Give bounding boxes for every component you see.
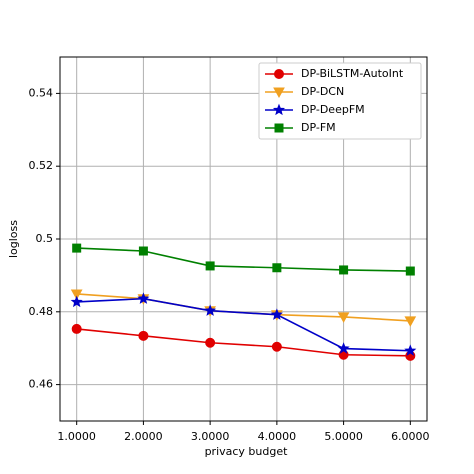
- marker: [138, 246, 148, 256]
- marker: [405, 266, 415, 276]
- series-line: [76, 328, 411, 357]
- y-tick-label: 0.48: [29, 305, 54, 318]
- marker: [205, 337, 216, 348]
- marker: [205, 261, 215, 271]
- legend-label: DP-BiLSTM-AutoInt: [301, 67, 404, 80]
- legend-marker: [274, 69, 284, 79]
- x-tick-label: 4.0000: [258, 430, 297, 443]
- y-tick-label: 0.52: [29, 159, 54, 172]
- y-axis-label: logloss: [7, 220, 20, 258]
- marker: [70, 295, 83, 308]
- y-tick-label: 0.46: [29, 378, 54, 391]
- x-tick-label: 6.0000: [391, 430, 430, 443]
- x-tick-label: 2.0000: [124, 430, 163, 443]
- marker: [272, 263, 282, 273]
- legend-label: DP-FM: [301, 121, 336, 134]
- marker: [404, 344, 417, 356]
- marker: [138, 330, 149, 341]
- legend-label: DP-DeepFM: [301, 103, 365, 116]
- x-tick-label: 1.0000: [57, 430, 96, 443]
- y-tick-label: 0.5: [36, 232, 54, 245]
- marker: [337, 312, 350, 323]
- plot-frame: [59, 56, 428, 422]
- legend-box: [258, 62, 422, 140]
- marker: [137, 292, 150, 304]
- marker: [72, 243, 82, 253]
- x-axis-label: privacy budget: [205, 445, 289, 458]
- series-line: [76, 247, 411, 272]
- series-line: [76, 297, 411, 352]
- marker: [70, 289, 83, 300]
- legend-marker: [274, 123, 284, 133]
- marker: [271, 341, 282, 352]
- marker: [270, 308, 283, 320]
- marker: [337, 342, 350, 354]
- marker: [339, 265, 349, 275]
- x-tick-label: 3.0000: [191, 430, 230, 443]
- y-tick-label: 0.54: [29, 86, 54, 99]
- x-tick-label: 5.0000: [324, 430, 363, 443]
- marker: [204, 304, 217, 316]
- legend-marker: [273, 87, 285, 99]
- marker: [404, 316, 417, 327]
- marker: [71, 323, 82, 334]
- legend-label: DP-DCN: [301, 85, 344, 98]
- legend-marker: [272, 103, 286, 116]
